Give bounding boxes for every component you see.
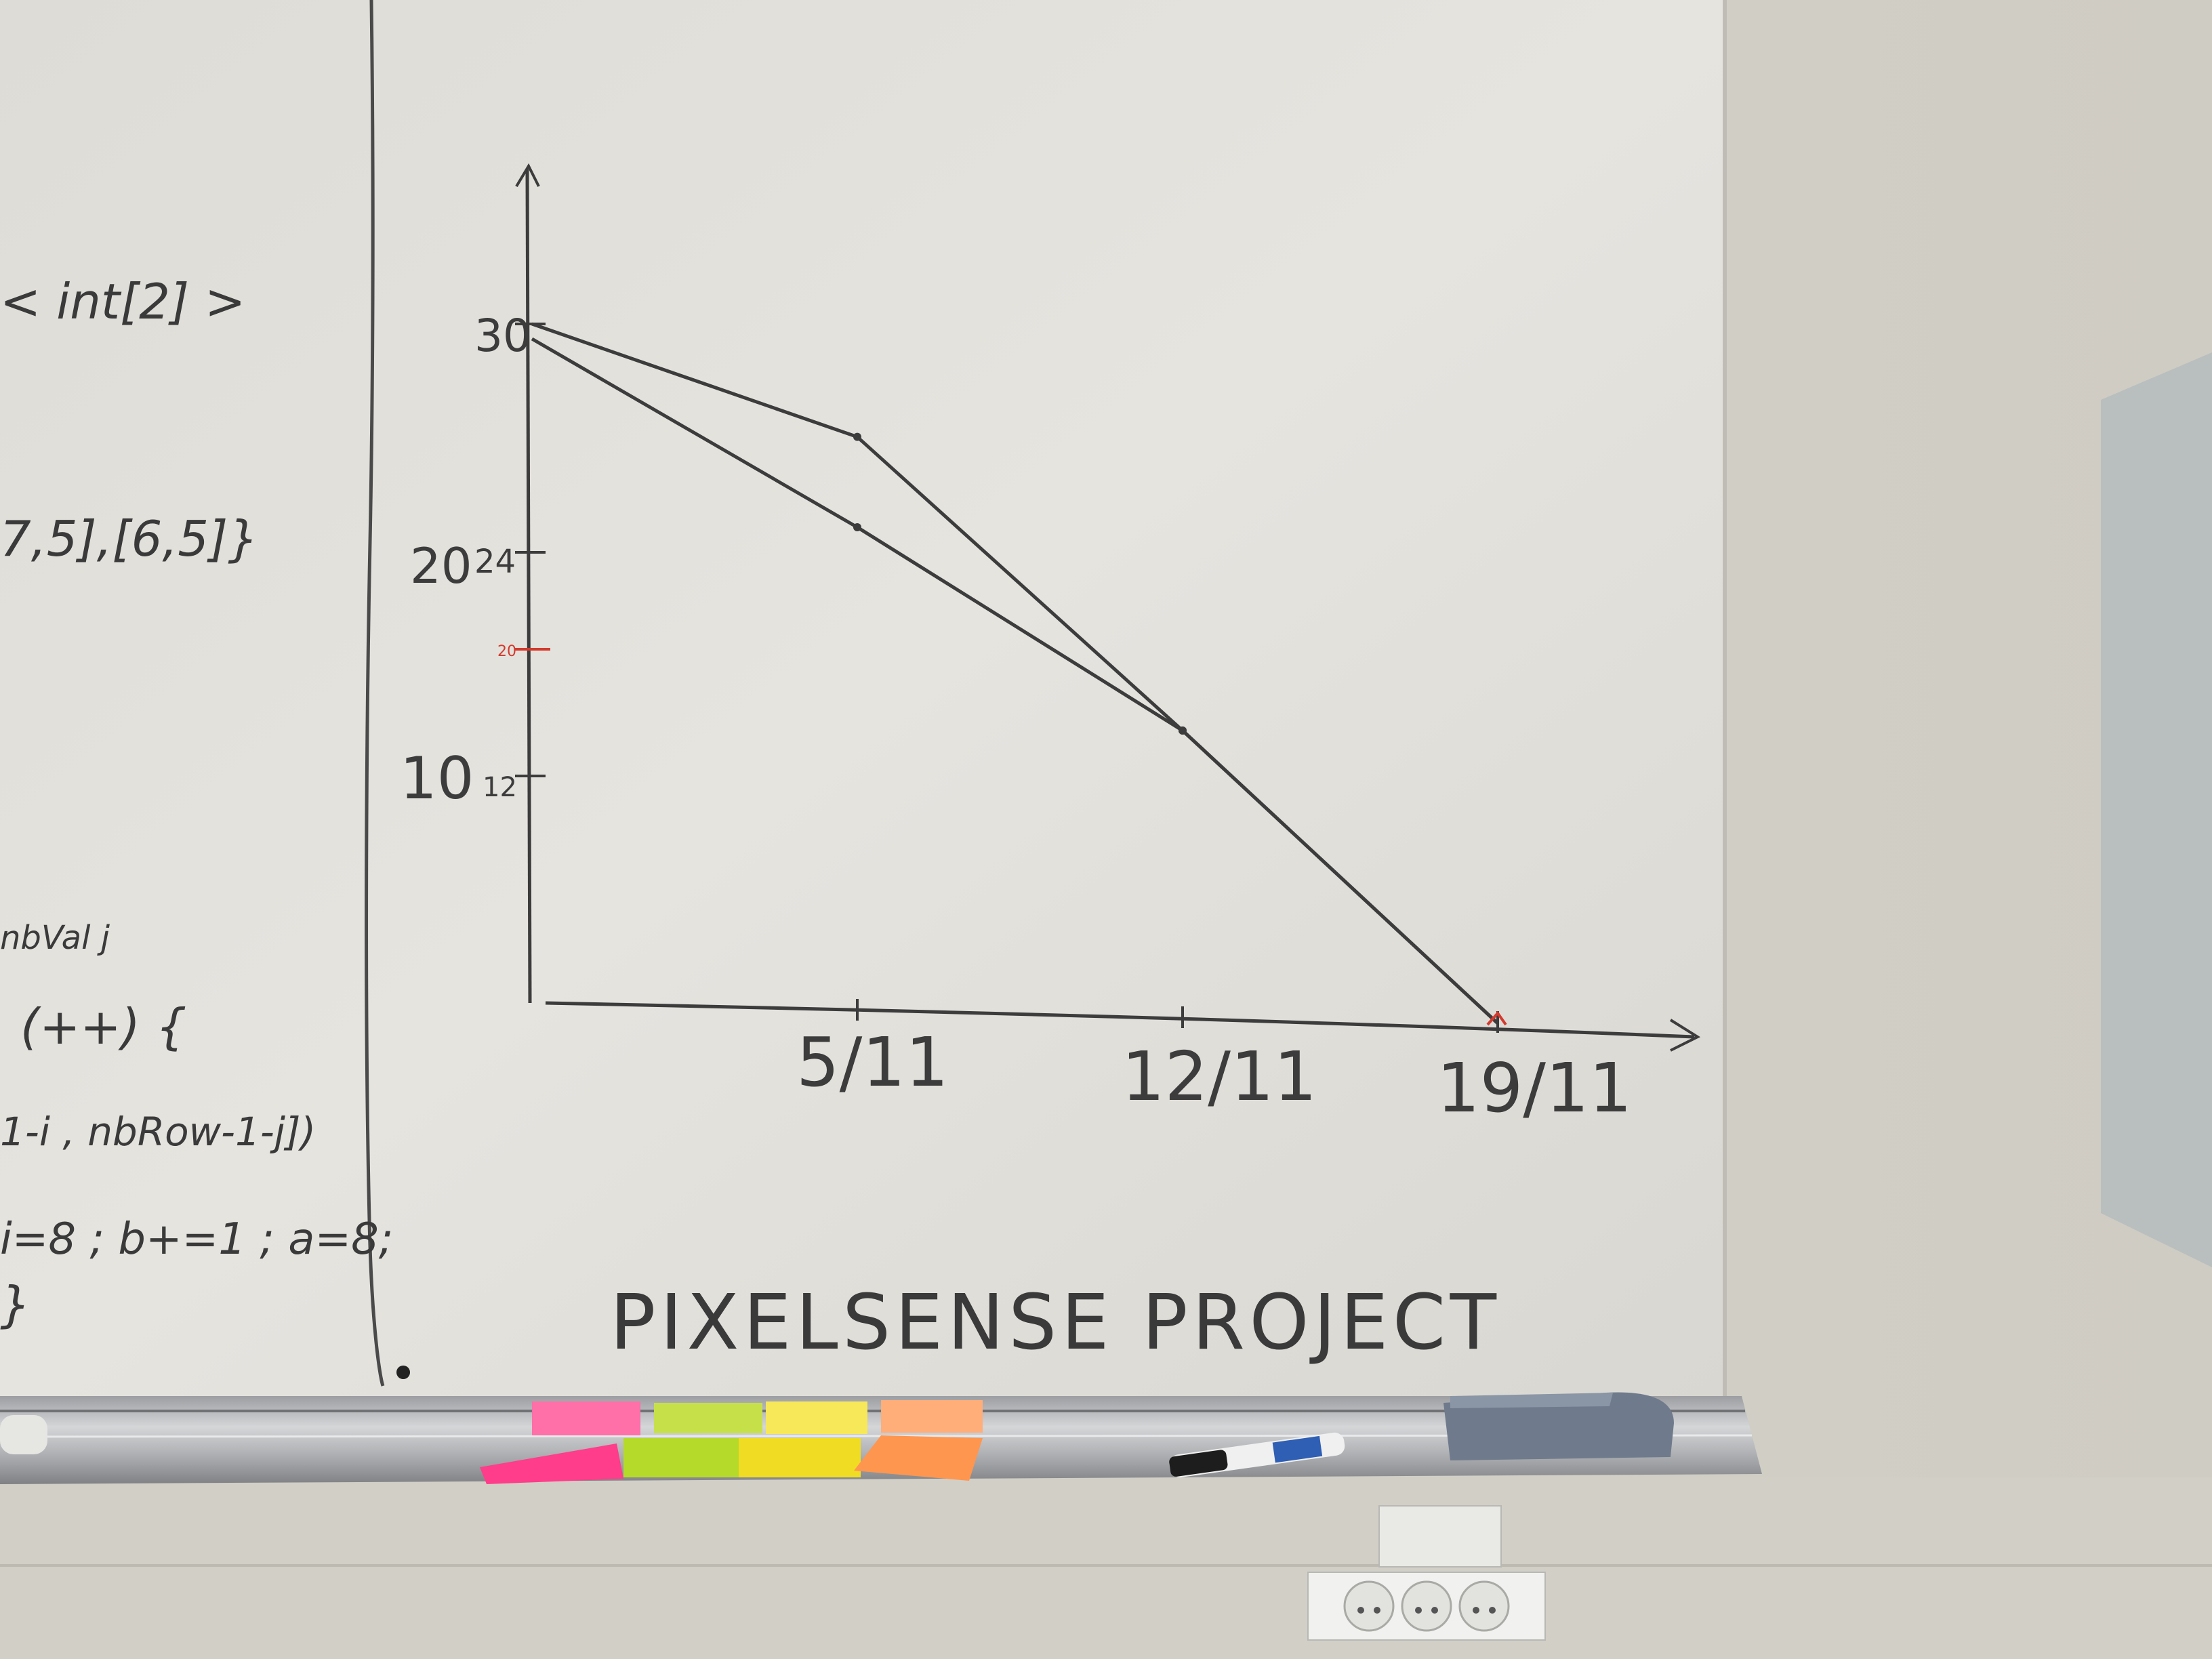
y-axis — [525, 169, 532, 1004]
cabinet — [2101, 352, 2212, 1267]
y-tick-label: 10 — [400, 745, 474, 813]
data-point — [853, 523, 861, 531]
side-note: i=8 ; b+=1 ; a=8; — [0, 1214, 393, 1265]
x-tick-label: 5/11 — [796, 1023, 949, 1102]
y-tick-label: 30 — [474, 310, 531, 362]
side-note: < int[2] > — [0, 273, 245, 330]
x-tick-label: 12/11 — [1122, 1037, 1317, 1116]
y-tick-label: 24 — [474, 543, 516, 581]
eraser — [1443, 1392, 1674, 1460]
marker-pen — [1169, 1432, 1345, 1478]
y-tick-label: 12 — [483, 772, 517, 803]
side-note: 7,5],[6,5]} — [0, 510, 259, 567]
sticky-notes — [480, 1400, 983, 1484]
electrical-outlets — [1307, 1505, 1546, 1641]
end-marker — [1486, 1010, 1507, 1026]
side-notes: < int[2] > 7,5],[6,5]} nbVal j (++) { 1-… — [0, 273, 393, 1333]
wall-lower — [0, 1477, 2212, 1659]
y-tick-label: 20 — [410, 537, 472, 594]
divider-line — [365, 0, 385, 1387]
data-point — [1179, 726, 1187, 735]
side-note: nbVal j — [0, 919, 110, 957]
x-axis — [545, 1001, 1695, 1039]
side-note: (++) { — [20, 998, 187, 1055]
side-note: 1-i , nbRow-1-j]) — [0, 1109, 316, 1155]
series-line-actual — [531, 322, 1499, 1025]
marker-cap — [0, 1415, 47, 1454]
whiteboard — [0, 0, 1725, 1396]
board-dot — [396, 1366, 410, 1379]
x-tick-label: 19/11 — [1437, 1048, 1632, 1128]
y-red-marker-label: 20 — [497, 643, 516, 660]
side-note: } — [0, 1276, 31, 1333]
project-title: PIXELSENSE PROJECT — [610, 1279, 1511, 1367]
x-axis-arrow — [1669, 1019, 1701, 1052]
y-axis-arrow — [515, 163, 540, 188]
data-point — [853, 432, 861, 441]
